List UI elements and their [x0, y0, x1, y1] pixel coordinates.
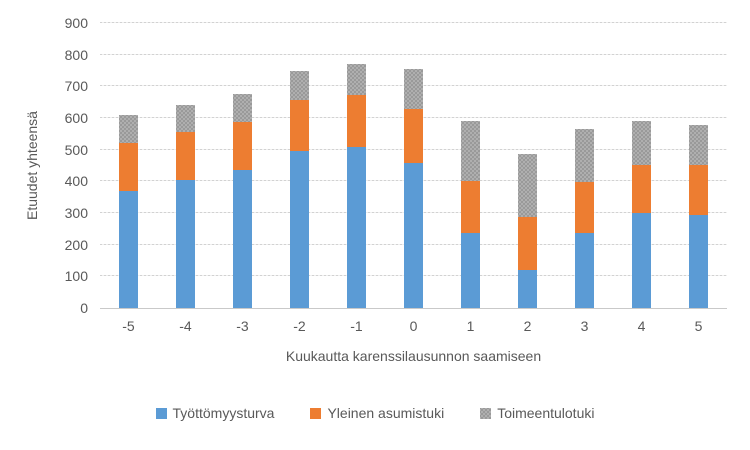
bar-segment-0-yleinen-asumistuki [404, 109, 423, 164]
y-tick-label-500: 500 [64, 141, 88, 158]
legend-label: Yleinen asumistuki [327, 405, 445, 421]
bar-cell-4 [613, 23, 670, 308]
bar-segment--1-työttömyysturva [347, 146, 366, 308]
bar-cell--5 [100, 23, 157, 308]
bar-segment--3-työttömyysturva [233, 169, 252, 308]
legend-label: Toimeentulotuki [497, 405, 595, 421]
y-tick-label-300: 300 [64, 205, 88, 221]
bar-segment-1-työttömyysturva [461, 232, 480, 308]
y-tick-label-900: 900 [64, 15, 88, 31]
bar-cell-2 [499, 23, 556, 308]
x-tick-label--3: -3 [236, 318, 249, 334]
bar-segment-2-yleinen-asumistuki [518, 217, 537, 270]
bar-stack-2 [518, 154, 537, 308]
bar-segment--5-toimeentulotuki [119, 114, 138, 143]
bar-segment-3-yleinen-asumistuki [575, 181, 594, 233]
legend-label: Työttömyysturva [172, 405, 275, 421]
bar-segment--4-työttömyysturva [176, 179, 195, 308]
x-tick-label--1: -1 [350, 318, 363, 334]
bar-segment-1-toimeentulotuki [461, 121, 480, 182]
bar-segment-4-työttömyysturva [632, 213, 651, 308]
bar-stack--5 [119, 114, 138, 308]
legend-swatch-icon [480, 407, 492, 419]
legend-item-työttömyysturva: Työttömyysturva [155, 405, 275, 421]
bar-segment-0-toimeentulotuki [404, 69, 423, 110]
x-axis-tick-labels: -5 -4 -3 -2 -1 0 1 2 3 4 5 [100, 318, 727, 334]
y-tick-label-700: 700 [64, 78, 88, 95]
y-tick-label-0: 0 [80, 300, 88, 316]
bar-stack--2 [290, 71, 309, 308]
bar-segment-2-työttömyysturva [518, 270, 537, 308]
bar-segment--1-yleinen-asumistuki [347, 94, 366, 147]
bar-segment--2-työttömyysturva [290, 151, 309, 308]
bar-cell--3 [214, 23, 271, 308]
bar-segment-1-yleinen-asumistuki [461, 181, 480, 233]
bar-stack-5 [689, 124, 708, 308]
y-tick-label-800: 800 [64, 46, 88, 63]
bars-row [100, 23, 727, 308]
bar-cell-3 [556, 23, 613, 308]
bar-segment-2-toimeentulotuki [518, 154, 537, 218]
legend-item-toimeentulotuki: Toimeentulotuki [480, 405, 594, 421]
bar-cell-0 [385, 23, 442, 308]
x-tick-label--4: -4 [179, 318, 192, 334]
bar-segment-3-työttömyysturva [575, 232, 594, 308]
x-tick-label-4: 4 [637, 318, 646, 334]
y-tick-label-100: 100 [64, 268, 88, 285]
x-tick-label--5: -5 [122, 318, 135, 334]
x-tick-label-1: 1 [466, 318, 475, 334]
x-axis-title: Kuukautta karenssilausunnon saamiseen [285, 348, 542, 364]
bar-segment-0-työttömyysturva [404, 163, 423, 308]
bar-segment--3-toimeentulotuki [233, 93, 252, 122]
legend-swatch-icon [155, 407, 167, 419]
bar-stack-3 [575, 128, 594, 308]
gridline-900 [100, 22, 727, 23]
bar-cell--1 [328, 23, 385, 308]
bar-segment-5-toimeentulotuki [689, 124, 708, 165]
chart-legend: Työttömyysturva Yleinen asumistuki Toimeen… [0, 405, 750, 421]
bar-cell--4 [157, 23, 214, 308]
bar-segment--4-yleinen-asumistuki [176, 132, 195, 180]
bar-stack-1 [461, 121, 480, 308]
x-axis-line [100, 308, 727, 309]
bar-segment-5-yleinen-asumistuki [689, 164, 708, 216]
bar-cell-5 [670, 23, 727, 308]
y-tick-label-600: 600 [64, 110, 88, 126]
bar-stack--4 [176, 105, 195, 308]
bar-stack-0 [404, 69, 423, 308]
bar-segment-4-toimeentulotuki [632, 121, 651, 165]
bar-segment-4-yleinen-asumistuki [632, 164, 651, 213]
gridline-800 [100, 53, 727, 55]
bar-segment-3-toimeentulotuki [575, 128, 594, 182]
x-tick-label-5: 5 [694, 318, 703, 334]
x-tick-label-2: 2 [523, 318, 532, 334]
x-tick-label-3: 3 [580, 318, 589, 334]
y-axis-title: Etuudet yhteensä [24, 111, 40, 220]
y-tick-label-400: 400 [64, 173, 88, 190]
bar-stack-4 [632, 121, 651, 308]
bar-segment--5-työttömyysturva [119, 190, 138, 308]
legend-swatch-icon [310, 407, 322, 419]
bar-segment--3-yleinen-asumistuki [233, 121, 252, 170]
bar-stack--3 [233, 93, 252, 308]
bar-cell--2 [271, 23, 328, 308]
x-tick-label--2: -2 [293, 318, 306, 334]
bar-stack--1 [347, 64, 366, 308]
bar-segment--2-toimeentulotuki [290, 71, 309, 101]
bar-segment--1-toimeentulotuki [347, 64, 366, 95]
x-tick-label-0: 0 [409, 318, 418, 334]
bar-segment-5-työttömyysturva [689, 215, 708, 308]
plot-area [100, 22, 727, 309]
legend-item-yleinen-asumistuki: Yleinen asumistuki [310, 405, 444, 421]
bar-segment--2-yleinen-asumistuki [290, 100, 309, 152]
bar-segment--4-toimeentulotuki [176, 105, 195, 133]
bar-cell-1 [442, 23, 499, 308]
bar-segment--5-yleinen-asumistuki [119, 142, 138, 191]
y-tick-label-200: 200 [64, 236, 88, 253]
